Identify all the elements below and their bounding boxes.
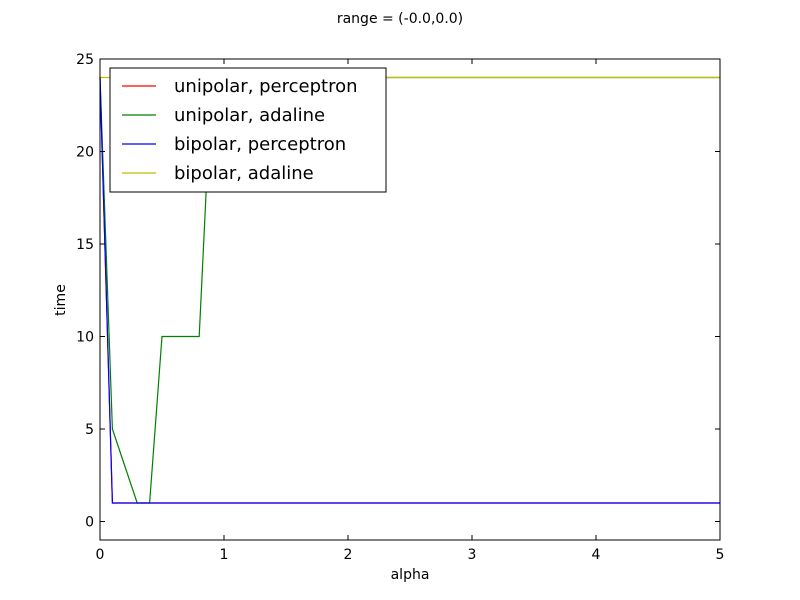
legend-label-2: bipolar, perceptron — [174, 134, 346, 155]
series-line-2 — [99, 77, 720, 504]
y-tick-label-4: 20 — [76, 145, 94, 161]
y-axis-label: time — [53, 284, 69, 316]
x-tick-label-1: 1 — [220, 547, 229, 563]
y-tick-label-0: 0 — [85, 515, 94, 531]
y-tick-label-1: 5 — [85, 422, 94, 438]
x-tick-label-5: 5 — [716, 547, 725, 563]
x-tick-label-4: 4 — [592, 547, 601, 563]
legend-label-3: bipolar, adaline — [174, 163, 314, 184]
y-tick-label-2: 10 — [76, 330, 94, 346]
y-tick-label-3: 15 — [76, 237, 94, 253]
x-tick-label-0: 0 — [96, 547, 105, 563]
legend-box — [109, 67, 387, 193]
plot-area: 0 1 2 3 4 5 0 5 10 15 20 25 unipolar, perceptron unip… — [76, 52, 724, 563]
x-axis-label: alpha — [391, 567, 430, 583]
chart-title: range = (-0.0,0.0) — [337, 11, 463, 27]
legend-label-0: unipolar, perceptron — [174, 76, 358, 97]
y-tick-label-5: 25 — [76, 52, 94, 68]
legend-label-1: unipolar, adaline — [174, 105, 325, 126]
x-tick-label-2: 2 — [344, 547, 353, 563]
axes-frame — [99, 58, 721, 541]
x-tick-label-3: 3 — [468, 547, 477, 563]
